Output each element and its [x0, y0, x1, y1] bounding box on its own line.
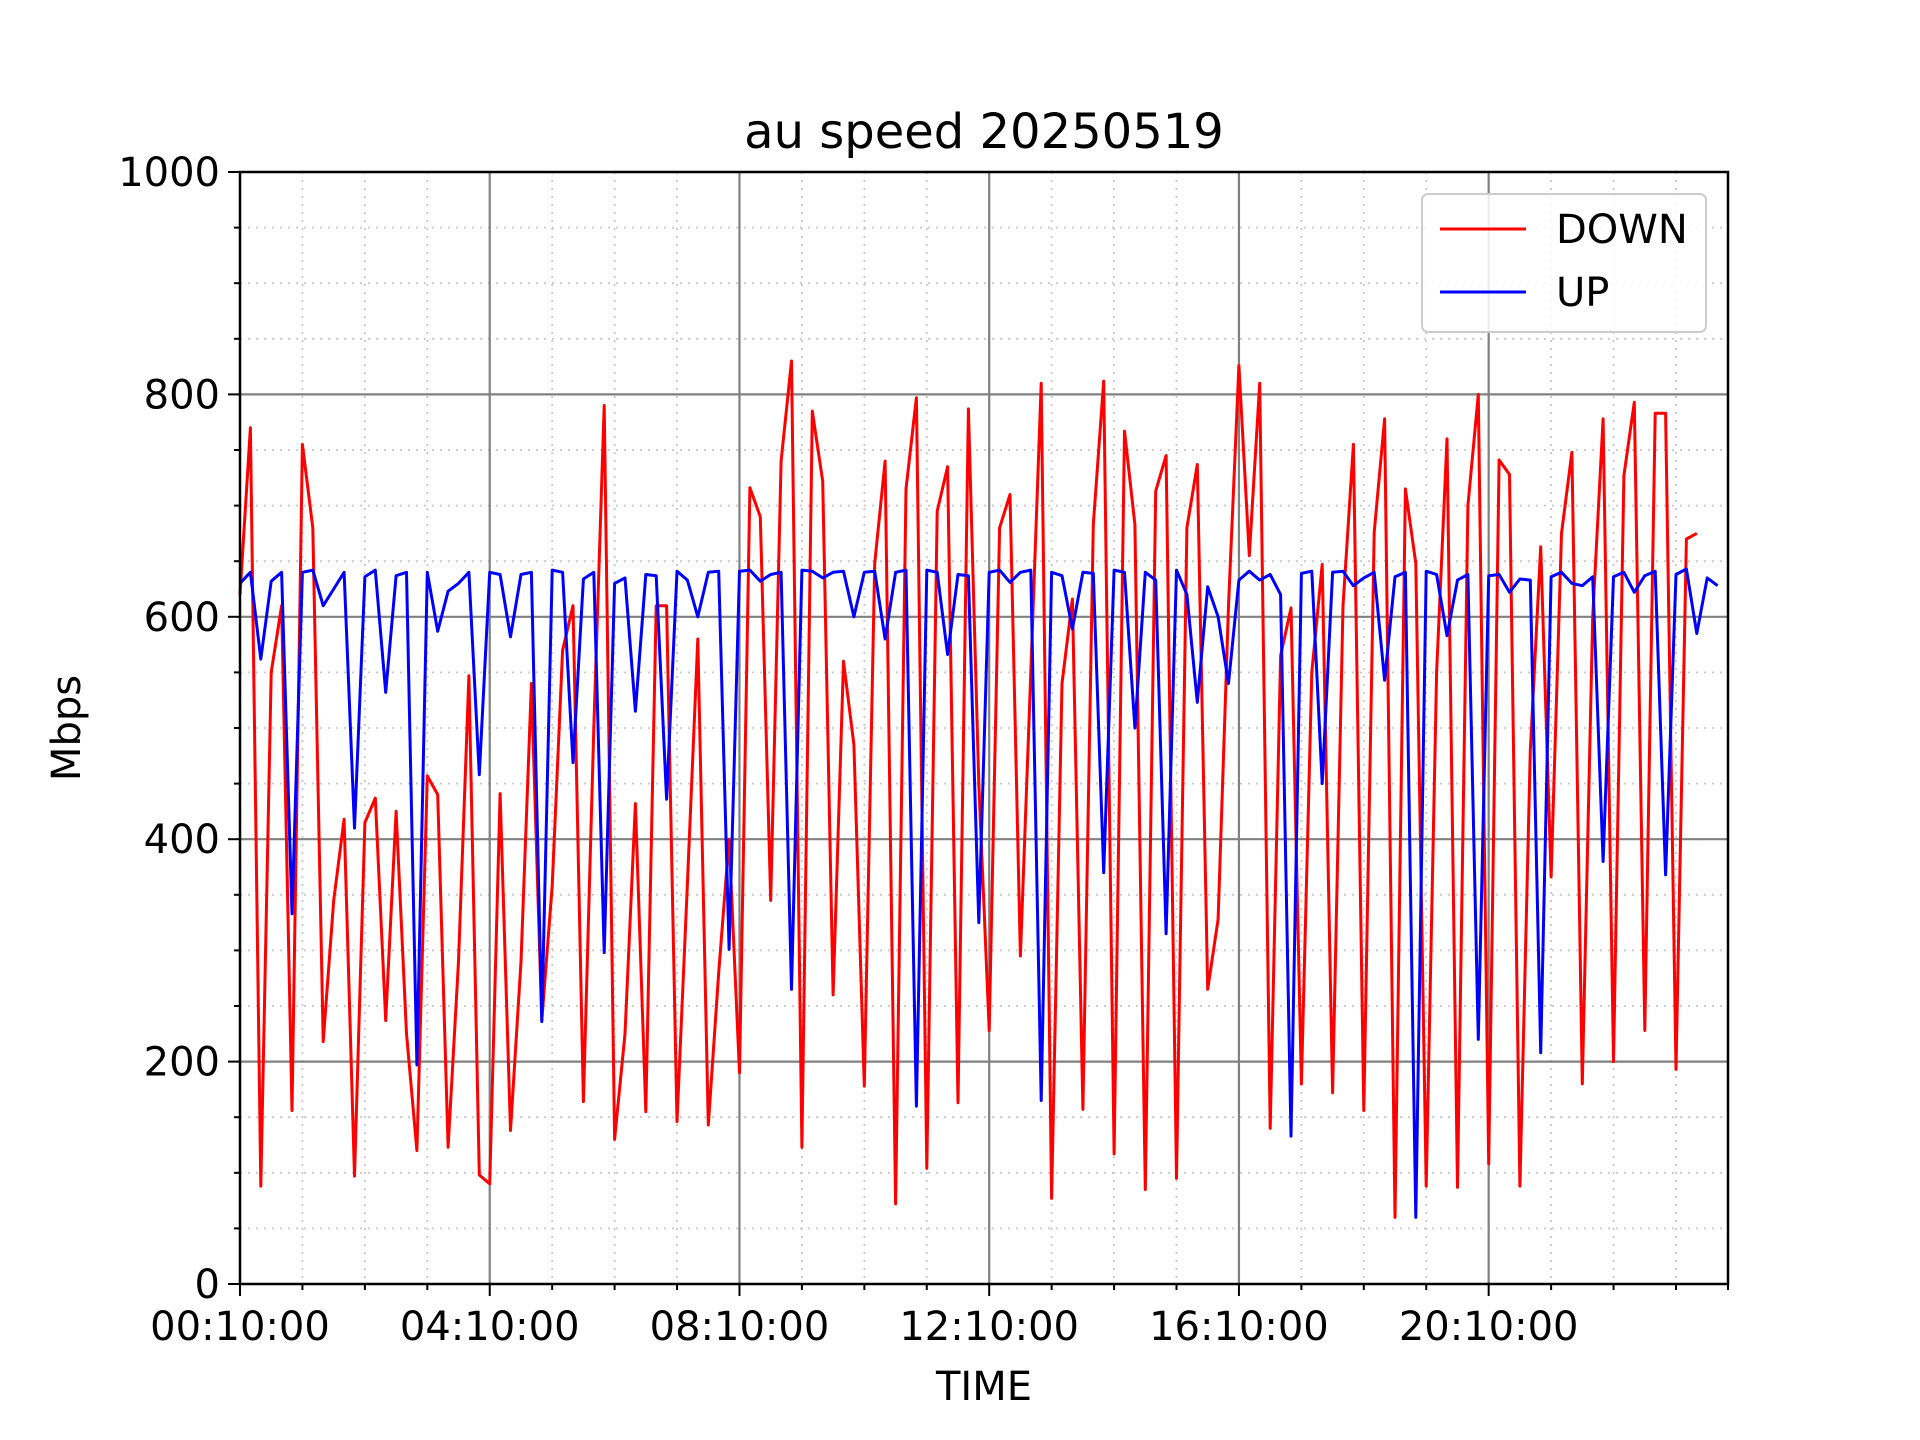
- x-tick-label: 12:10:00: [899, 1304, 1079, 1350]
- chart-title: au speed 20250519: [744, 104, 1224, 160]
- legend-label-down: DOWN: [1556, 207, 1688, 253]
- x-tick-label: 16:10:00: [1149, 1304, 1329, 1350]
- x-tick-label: 20:10:00: [1399, 1304, 1579, 1350]
- y-tick-label: 800: [144, 372, 220, 418]
- y-tick-label: 1000: [118, 150, 220, 196]
- series-line-up: [238, 567, 1719, 1219]
- legend: DOWN UP: [1421, 193, 1707, 333]
- series-line-down: [238, 359, 1698, 1219]
- x-tick-label: 08:10:00: [650, 1304, 830, 1350]
- y-tick-label: 0: [195, 1262, 220, 1308]
- axis-ticks: [228, 171, 1729, 1296]
- series-layer: [238, 359, 1719, 1219]
- axis-tick-labels: 0 200 400 600 800 1000 00:10:00 04:10:00 08:10:0…: [118, 150, 1578, 1350]
- x-tick-label: 04:10:00: [400, 1304, 580, 1350]
- y-axis-title: Mbps: [44, 675, 90, 781]
- x-tick-label: 00:10:00: [150, 1304, 330, 1350]
- legend-label-up: UP: [1556, 270, 1609, 316]
- x-axis-title: TIME: [935, 1364, 1032, 1410]
- y-tick-label: 200: [144, 1040, 220, 1086]
- y-tick-label: 400: [144, 817, 220, 863]
- y-tick-label: 600: [144, 595, 220, 641]
